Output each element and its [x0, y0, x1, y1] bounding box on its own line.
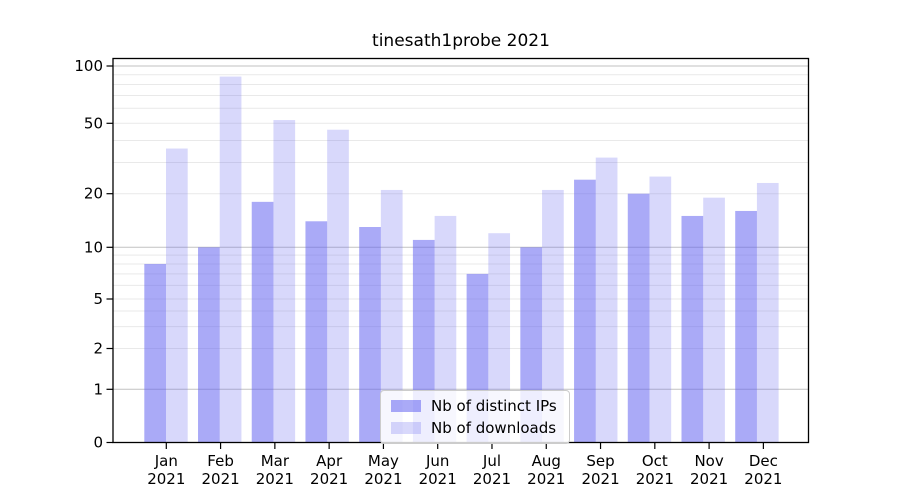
x-tick-label-year: 2021 [364, 470, 402, 488]
legend: Nb of distinct IPs Nb of downloads [380, 390, 570, 444]
legend-swatch-downloads [391, 422, 421, 434]
bar-feb-distinct-ips [198, 247, 220, 443]
y-tick-label: 10 [84, 238, 103, 256]
x-tick-label-year: 2021 [419, 470, 457, 488]
x-tick-label-month: Jul [482, 452, 501, 470]
x-tick-label-month: Mar [261, 452, 290, 470]
bar-aug-downloads [542, 189, 564, 443]
bar-sep-downloads [595, 157, 618, 443]
bar-mar-distinct-ips [251, 201, 274, 443]
x-tick-label-month: Dec [749, 452, 778, 470]
bar-jan-distinct-ips [144, 263, 166, 443]
y-tick-label: 5 [93, 290, 103, 308]
legend-label-downloads: Nb of downloads [431, 419, 557, 437]
x-tick-label-month: Jun [425, 452, 449, 470]
y-tick-label: 100 [74, 57, 103, 75]
x-tick-label-year: 2021 [690, 470, 728, 488]
legend-item-distinct-ips: Nb of distinct IPs [391, 397, 557, 415]
y-tick-label: 0 [93, 434, 103, 452]
bar-dec-downloads [756, 182, 779, 443]
x-tick-label-year: 2021 [527, 470, 565, 488]
x-tick-label-month: Aug [532, 452, 561, 470]
x-tick-label-year: 2021 [147, 470, 185, 488]
chart-title: tinesath1probe 2021 [372, 31, 550, 51]
x-tick-label-year: 2021 [636, 470, 674, 488]
x-tick-label-month: Nov [694, 452, 723, 470]
x-tick-label-month: Apr [316, 452, 343, 470]
bar-mar-downloads [273, 120, 296, 443]
bar-apr-distinct-ips [305, 221, 328, 443]
bar-may-distinct-ips [359, 227, 381, 443]
x-tick-label-year: 2021 [744, 470, 782, 488]
legend-item-downloads: Nb of downloads [391, 419, 557, 437]
bar-jan-downloads [166, 148, 188, 443]
bar-may-downloads [380, 189, 403, 443]
x-tick-label-month: Sep [586, 452, 614, 470]
x-tick-label-month: Oct [642, 452, 668, 470]
x-tick-label-month: Jan [154, 452, 178, 470]
bar-nov-distinct-ips [681, 215, 704, 443]
y-tick-label: 20 [84, 185, 103, 203]
x-tick-label-year: 2021 [581, 470, 619, 488]
y-tick-label: 50 [84, 114, 103, 132]
bar-sep-distinct-ips [574, 179, 596, 443]
y-tick-label: 2 [93, 340, 103, 358]
legend-label-distinct-ips: Nb of distinct IPs [431, 397, 557, 415]
x-tick-label-month: May [368, 452, 399, 470]
bar-nov-downloads [703, 197, 725, 443]
bar-oct-downloads [649, 176, 672, 443]
x-tick-label-year: 2021 [256, 470, 294, 488]
x-tick-label-year: 2021 [310, 470, 348, 488]
x-tick-label-month: Feb [207, 452, 234, 470]
legend-swatch-distinct-ips [391, 400, 421, 412]
bar-oct-distinct-ips [627, 193, 650, 443]
bar-dec-distinct-ips [735, 210, 757, 443]
x-tick-label-year: 2021 [473, 470, 511, 488]
bar-jun-downloads [434, 215, 457, 443]
y-tick-label: 1 [93, 380, 103, 398]
bar-apr-downloads [327, 129, 349, 443]
x-tick-label-year: 2021 [201, 470, 239, 488]
bar-feb-downloads [219, 76, 242, 443]
